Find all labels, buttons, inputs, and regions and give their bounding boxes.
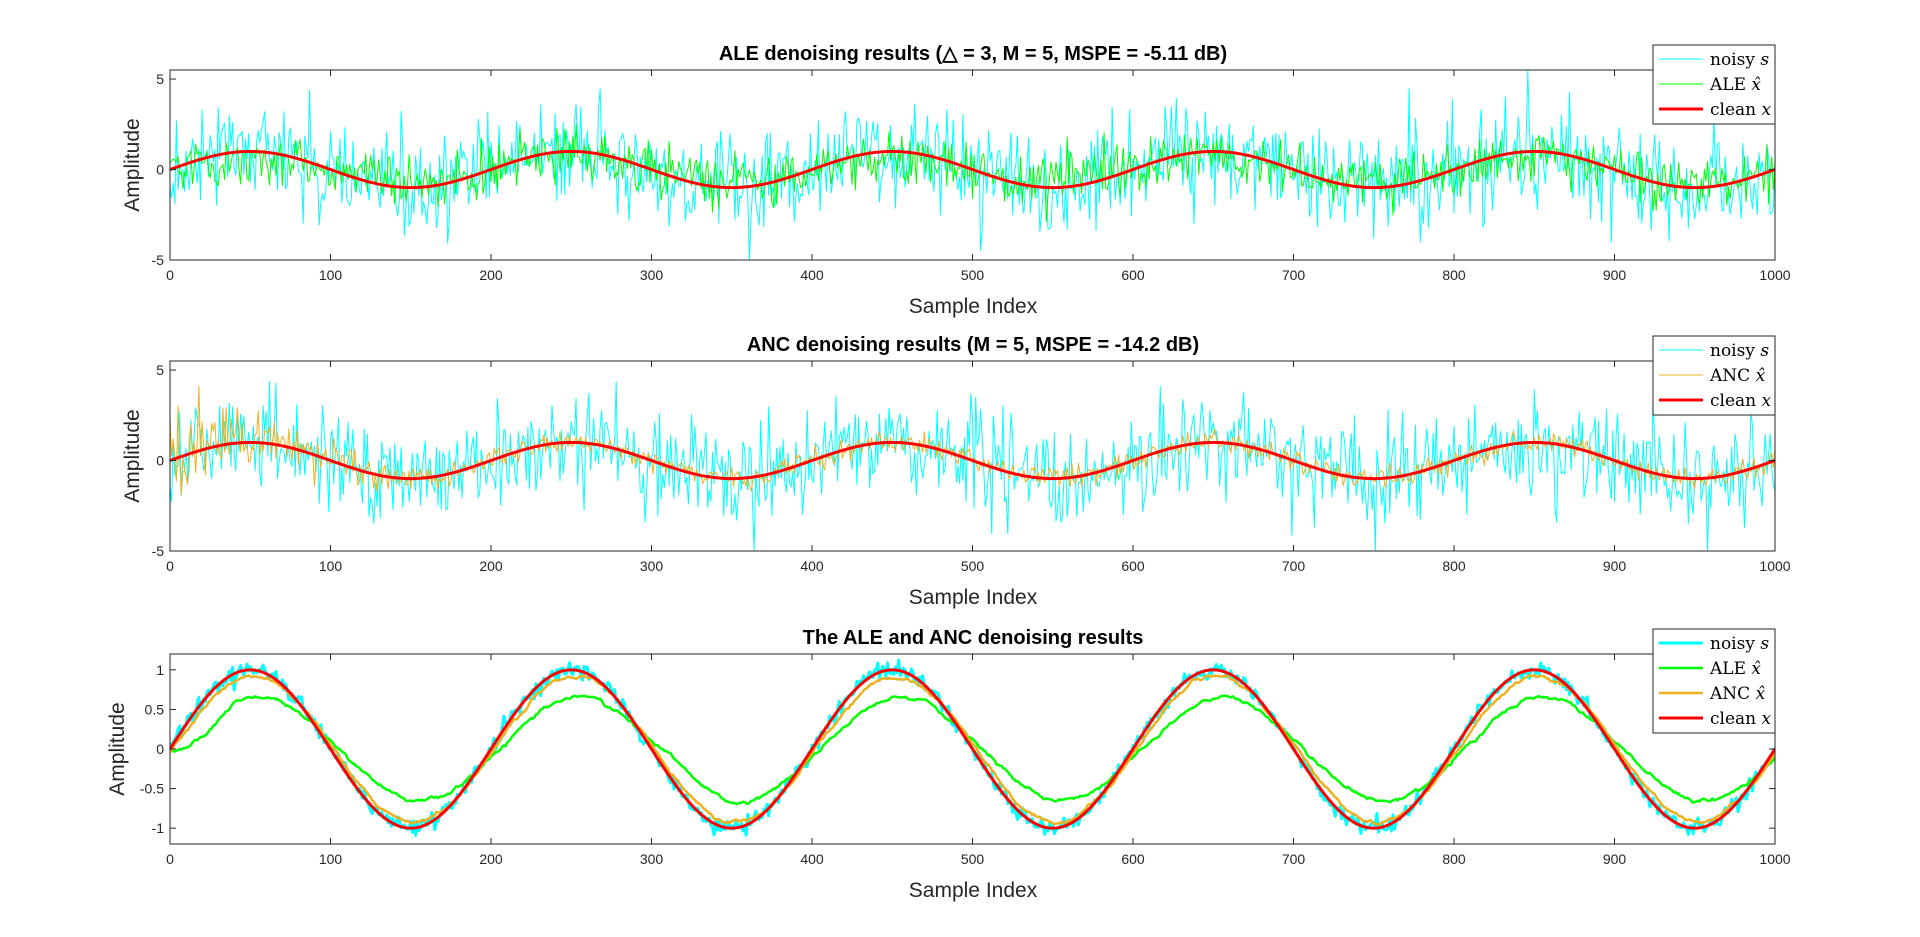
tick-group: 0 100 200 300 400 500 600 700 800 900 1000-505 xyxy=(152,361,1791,574)
x-tick-label: 400 xyxy=(800,851,824,867)
axes-background xyxy=(170,361,1775,551)
y-tick-label: -5 xyxy=(152,543,165,559)
x-tick-label: 300 xyxy=(640,558,664,574)
panel-anc: ANC denoising results (M = 5, MSPE = -14… xyxy=(121,334,1791,609)
y-axis-label: Amplitude xyxy=(106,702,129,795)
legend-box xyxy=(1652,628,1776,734)
y-tick-label: -1 xyxy=(152,820,165,836)
x-axis-label: Sample Index xyxy=(909,879,1038,902)
y-tick-label: -5 xyxy=(152,252,165,268)
x-axis-label: Sample Index xyxy=(909,295,1038,318)
x-tick-label: 800 xyxy=(1442,558,1466,574)
x-tick-label: 200 xyxy=(479,267,503,283)
x-tick-label: 1000 xyxy=(1759,267,1790,283)
x-tick-label: 0 xyxy=(166,558,174,574)
legend: noisy s ANC x̂ clean x xyxy=(1652,335,1776,416)
legend-label: ALE x̂ xyxy=(1709,659,1761,679)
legend-label: clean x xyxy=(1710,709,1772,729)
x-tick-label: 700 xyxy=(1282,267,1306,283)
panel-ale: ALE denoising results (△ = 3, M = 5, MSP… xyxy=(121,43,1791,318)
series-line-anc-anc_smooth xyxy=(170,673,1775,826)
y-tick-label: 0 xyxy=(156,453,164,469)
x-tick-label: 800 xyxy=(1442,267,1466,283)
x-tick-label: 0 xyxy=(166,851,174,867)
y-tick-label: 5 xyxy=(156,362,164,378)
legend-label: clean x xyxy=(1710,100,1772,120)
series-line-clean-clean xyxy=(170,668,1775,830)
x-tick-label: 200 xyxy=(479,851,503,867)
y-tick-label: 0.5 xyxy=(145,701,165,717)
y-tick-label: 5 xyxy=(156,71,164,87)
y-tick-label: 0 xyxy=(156,741,164,757)
x-tick-label: 400 xyxy=(800,267,824,283)
x-tick-label: 900 xyxy=(1603,267,1627,283)
x-tick-label: 300 xyxy=(640,267,664,283)
panel-title: ANC denoising results (M = 5, MSPE = -14… xyxy=(747,334,1199,356)
tick-group: 0 100 200 300 400 500 600 700 800 900 1000-505 xyxy=(152,70,1791,283)
x-tick-label: 800 xyxy=(1442,851,1466,867)
x-tick-label: 700 xyxy=(1282,851,1306,867)
panel-compare: The ALE and ANC denoising results 0 100 20… xyxy=(106,627,1791,902)
panel-title: The ALE and ANC denoising results xyxy=(803,627,1144,649)
plot-area xyxy=(170,658,1775,837)
y-tick-label: 1 xyxy=(156,662,164,678)
legend-label: ANC x̂ xyxy=(1709,684,1766,704)
y-tick-label: 0 xyxy=(156,162,164,178)
legend-label: noisy s xyxy=(1710,634,1769,654)
x-tick-label: 100 xyxy=(319,558,343,574)
x-tick-label: 1000 xyxy=(1759,851,1790,867)
x-tick-label: 500 xyxy=(961,558,985,574)
x-tick-label: 1000 xyxy=(1759,558,1790,574)
series-line-clean-clean xyxy=(170,149,1775,190)
legend-label: ALE x̂ xyxy=(1709,75,1761,95)
x-tick-label: 700 xyxy=(1282,558,1306,574)
x-tick-label: 500 xyxy=(961,851,985,867)
tick-group: 0 100 200 300 400 500 600 700 800 900 1000 -1 -0.5 0 0… xyxy=(140,654,1791,867)
legend: noisy s ALE x̂ clean x xyxy=(1652,44,1776,125)
legend-label: clean x xyxy=(1710,391,1772,411)
x-tick-label: 600 xyxy=(1121,267,1145,283)
y-tick-label: -0.5 xyxy=(140,781,164,797)
series-line-ale-ale_noisy xyxy=(170,124,1775,223)
y-axis-label: Amplitude xyxy=(121,409,144,502)
x-tick-label: 100 xyxy=(319,851,343,867)
x-tick-label: 500 xyxy=(961,267,985,283)
x-tick-label: 600 xyxy=(1121,851,1145,867)
x-tick-label: 100 xyxy=(319,267,343,283)
x-tick-label: 600 xyxy=(1121,558,1145,574)
x-axis-label: Sample Index xyxy=(909,586,1038,609)
plot-area xyxy=(170,381,1775,551)
plot-area xyxy=(170,70,1775,260)
x-tick-label: 200 xyxy=(479,558,503,574)
series-line-clean-clean xyxy=(170,440,1775,481)
x-tick-label: 900 xyxy=(1603,558,1627,574)
legend: noisy s ALE x̂ ANC x̂ clean x xyxy=(1652,628,1776,734)
legend-label: noisy s xyxy=(1710,341,1769,361)
legend-label: noisy s xyxy=(1710,50,1769,70)
series-line-ale-ale_smooth xyxy=(170,694,1775,806)
series-line-anc-anc_noisy xyxy=(170,385,1775,496)
x-tick-label: 900 xyxy=(1603,851,1627,867)
x-tick-label: 0 xyxy=(166,267,174,283)
x-tick-label: 300 xyxy=(640,851,664,867)
legend-label: ANC x̂ xyxy=(1709,366,1766,386)
panel-title: ALE denoising results (△ = 3, M = 5, MSP… xyxy=(719,43,1227,65)
y-axis-label: Amplitude xyxy=(121,118,144,211)
x-tick-label: 400 xyxy=(800,558,824,574)
